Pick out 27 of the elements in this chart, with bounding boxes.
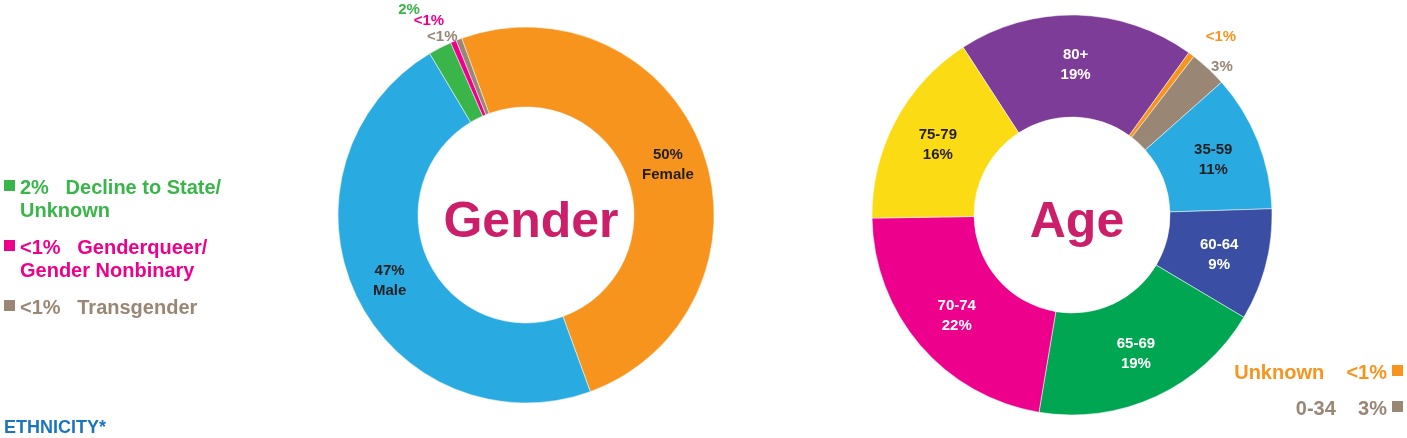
data-label: 9% (1208, 254, 1231, 272)
slice-label: 70-74 (937, 295, 977, 313)
data-label: 50% (652, 144, 683, 162)
slice-label: 75-79 (918, 125, 958, 143)
slice-label: Male (372, 281, 407, 299)
legend-label: Unknown <1% (1234, 360, 1388, 383)
text: Age (1029, 192, 1125, 248)
slice-label: 80+ (1062, 44, 1089, 62)
data-label: <1% (1205, 26, 1237, 44)
slice-label: 35-59 (1194, 140, 1233, 158)
data-label: <1% (427, 27, 458, 45)
legend-label: <1% Transgender (20, 295, 198, 318)
data-label: 47% (374, 261, 405, 279)
slice-label: 60-64 (1199, 234, 1239, 252)
data-label: 19% (1120, 354, 1151, 372)
data-label: 22% (941, 315, 972, 333)
data-label: 11% (1198, 160, 1228, 178)
data-label: 16% (922, 145, 953, 163)
legend-label: <1% Genderqueer/ Gender Nonbinary (20, 235, 208, 281)
legend-label: 0-34 3% (1295, 396, 1388, 419)
data-label: 19% (1060, 64, 1091, 82)
legend-label: 2% Decline to State/ Unknown (20, 175, 222, 221)
slice-label: 65-69 (1116, 334, 1156, 352)
text: ETHNICITY* (4, 417, 107, 437)
text: Gender (443, 192, 619, 248)
data-label: 3% (1211, 57, 1233, 75)
slice-label: Female (642, 164, 694, 182)
